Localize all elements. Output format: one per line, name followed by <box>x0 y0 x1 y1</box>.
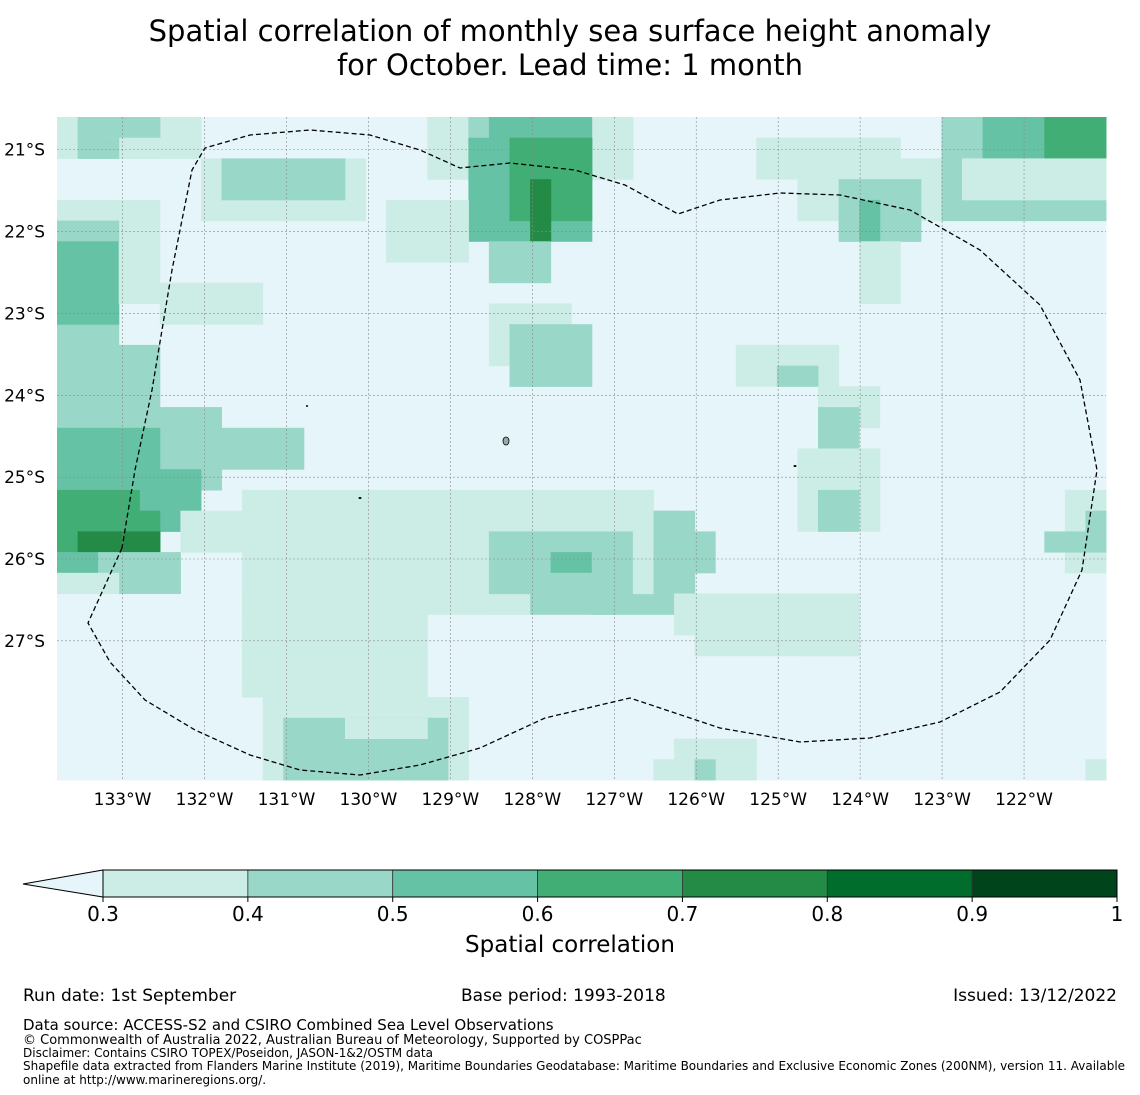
correlation-cell <box>1044 531 1086 553</box>
lat-tick-label: 24°S <box>4 386 45 406</box>
correlation-cell <box>77 137 120 159</box>
lon-tick-label: 126°W <box>667 790 725 810</box>
map-title: Spatial correlation of monthly sea surfa… <box>0 14 1140 82</box>
correlation-cell <box>159 282 264 325</box>
correlation-cell <box>797 635 860 657</box>
issued-date: Issued: 13/12/2022 <box>953 986 1117 1006</box>
correlation-cell <box>1085 759 1107 781</box>
correlation-cell <box>530 179 552 242</box>
colorbar-bin <box>247 869 394 898</box>
correlation-cell <box>57 241 120 325</box>
correlation-cell <box>221 158 346 201</box>
correlation-cell <box>962 158 1107 201</box>
island <box>306 405 308 407</box>
colorbar: 0.3 0.4 0.5 0.6 0.7 0.8 0.9 1 <box>22 869 1124 926</box>
colorbar-bin <box>826 869 973 898</box>
data-source: Data source: ACCESS-S2 and CSIRO Combine… <box>23 1016 554 1034</box>
shapefile-credit-line-1: Shapefile data extracted from Flanders M… <box>23 1059 1126 1073</box>
lat-tick-label: 26°S <box>4 550 45 570</box>
lon-tick-label: 128°W <box>503 790 561 810</box>
colorbar-tick-label: 1 <box>1111 902 1124 926</box>
lon-tick-label: 127°W <box>585 790 643 810</box>
run-date: Run date: 1st September <box>23 986 237 1006</box>
copyright: © Commonwealth of Australia 2022, Austra… <box>23 1033 642 1048</box>
colorbar-frame <box>102 869 1118 898</box>
island <box>793 465 797 467</box>
lon-tick-label: 125°W <box>749 790 807 810</box>
correlation-cell <box>283 676 325 698</box>
lon-tick-label: 132°W <box>176 790 234 810</box>
colorbar-bin <box>392 869 538 898</box>
lat-tick-label: 23°S <box>4 304 45 324</box>
colorbar-bin <box>971 869 1118 898</box>
correlation-cell <box>1044 117 1107 159</box>
base-period: Base period: 1993-2018 <box>461 986 666 1006</box>
island <box>358 497 362 499</box>
correlation-cell <box>221 427 305 470</box>
colorbar-bin <box>682 869 828 898</box>
colorbar-tick-label: 0.3 <box>87 902 119 926</box>
colorbar-bin <box>102 869 249 898</box>
title-line-1: Spatial correlation of monthly sea surfa… <box>148 14 992 48</box>
colorbar-tick-label: 0.6 <box>522 902 554 926</box>
islands <box>306 405 797 499</box>
correlation-cell <box>694 759 716 781</box>
correlation-cell <box>77 117 161 139</box>
colorbar-label: Spatial correlation <box>465 932 675 958</box>
graticule <box>57 117 1106 780</box>
title-line-2: for October. Lead time: 1 month <box>336 48 804 82</box>
lat-tick-label: 27°S <box>4 632 45 652</box>
correlation-cell <box>674 738 757 760</box>
axis-labels: 133°W 132°W 131°W 130°W 129°W 128°W 127°W 126°W… <box>4 141 1053 810</box>
correlation-cell <box>345 717 428 739</box>
colorbar-tick-label: 0.5 <box>377 902 409 926</box>
correlation-cell <box>818 489 860 532</box>
disclaimer: Disclaimer: Contains CSIRO TOPEX/Poseido… <box>23 1046 433 1060</box>
correlation-cell <box>776 365 819 387</box>
correlation-cell <box>530 572 613 615</box>
colorbar-tick-label: 0.9 <box>956 902 988 926</box>
correlation-cell <box>797 448 881 491</box>
correlation-cell <box>386 199 469 263</box>
lon-tick-label: 133°W <box>94 790 152 810</box>
correlation-cell <box>1085 510 1107 553</box>
correlation-cell <box>57 552 99 574</box>
lon-tick-label: 131°W <box>258 790 316 810</box>
correlation-map: 133°W 132°W 131°W 130°W 129°W 128°W 127°W 126°W… <box>4 117 1124 926</box>
correlation-cell <box>242 635 346 677</box>
colorbar-tick-label: 0.7 <box>667 902 699 926</box>
correlation-cell <box>488 241 552 284</box>
island <box>502 436 510 446</box>
colorbar-extend-arrow <box>22 869 104 898</box>
lon-tick-label: 130°W <box>340 790 398 810</box>
lon-tick-label: 123°W <box>913 790 971 810</box>
lon-tick-label: 122°W <box>995 790 1053 810</box>
correlation-cell <box>57 572 120 594</box>
shapefile-credit-line-2: online at http://www.marineregions.org/. <box>23 1073 267 1087</box>
colorbar-tick-label: 0.8 <box>811 902 843 926</box>
correlation-cell <box>674 531 716 574</box>
lat-tick-label: 25°S <box>4 468 45 488</box>
lon-tick-label: 124°W <box>831 790 889 810</box>
correlation-cell <box>859 241 901 304</box>
colorbar-tick-label: 0.4 <box>232 902 264 926</box>
correlation-grid-cells <box>57 117 1107 781</box>
correlation-cell <box>859 199 881 242</box>
correlation-cell <box>118 241 161 304</box>
eez-boundary <box>87 129 1098 776</box>
lat-tick-label: 21°S <box>4 141 45 161</box>
correlation-cell <box>818 407 860 449</box>
colorbar-bin <box>537 869 683 898</box>
correlation-cell <box>509 324 593 387</box>
lat-tick-label: 22°S <box>4 223 45 243</box>
lon-tick-label: 129°W <box>421 790 479 810</box>
